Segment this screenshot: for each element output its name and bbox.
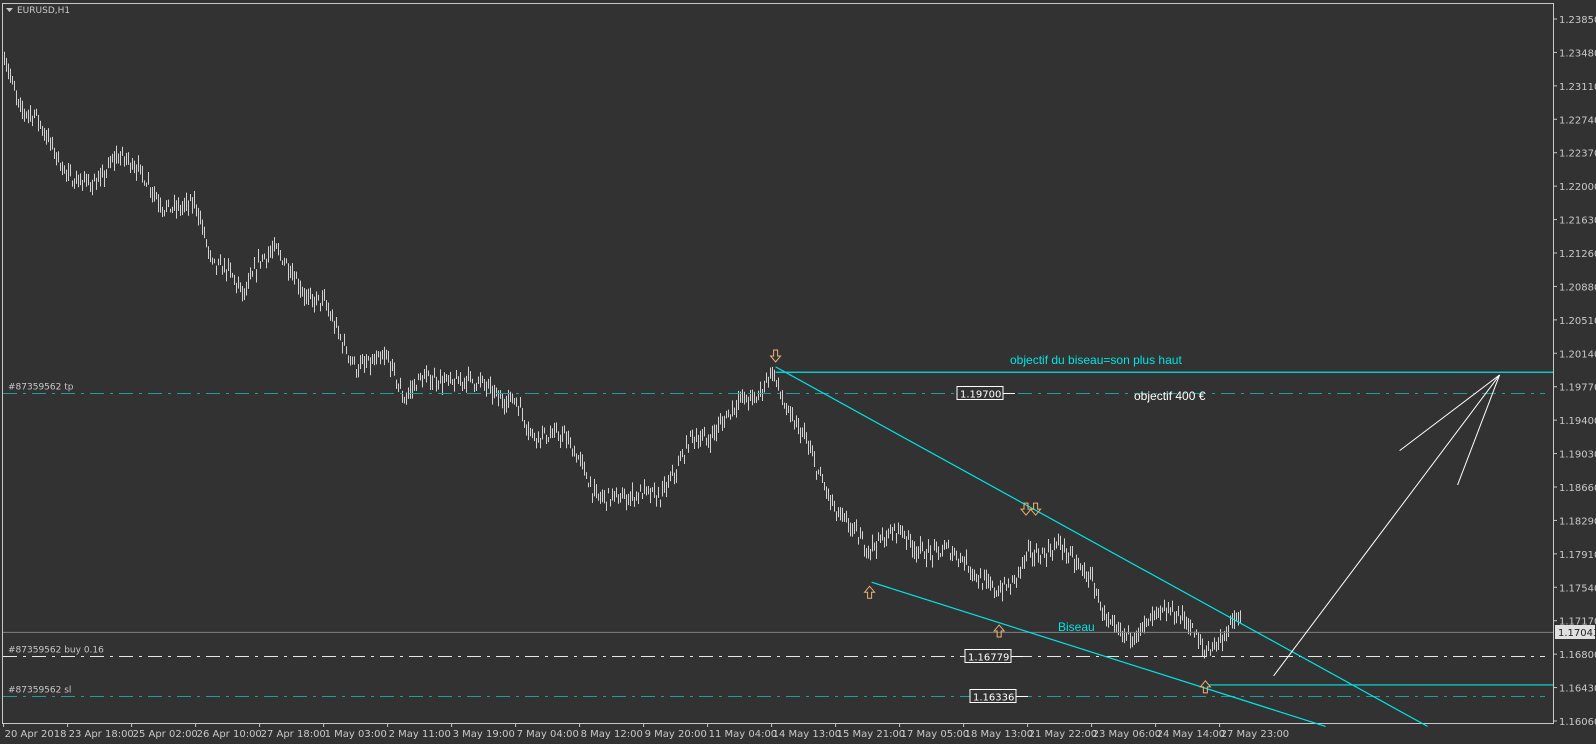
time-tick-label: 8 May 12:00	[581, 729, 643, 740]
arrow-down-icon[interactable]	[1029, 502, 1042, 516]
order-tp-price-text: 1.19700	[960, 390, 1001, 401]
time-tick-label: 15 May 21:00	[837, 729, 906, 740]
price-tick-label: 1.21630	[1559, 216, 1596, 227]
price-tick-label: 1.16430	[1559, 684, 1596, 695]
time-tick-label: 23 Apr 18:00	[69, 729, 134, 740]
wedge-lower-line[interactable]	[871, 581, 1326, 727]
chart-symbol-title: EURUSD,H1	[17, 6, 70, 16]
price-bars	[4, 51, 1241, 659]
price-tick-label: 1.19770	[1559, 383, 1596, 394]
time-tick-label: 25 Apr 02:00	[133, 729, 198, 740]
price-tick-label: 1.23110	[1559, 82, 1596, 93]
arrow-down-icon[interactable]	[769, 349, 782, 363]
time-tick-label: 2 May 11:00	[389, 729, 451, 740]
price-tick-label: 1.19400	[1559, 416, 1596, 427]
price-tick-label: 1.20140	[1559, 349, 1596, 360]
drawing-objects	[769, 349, 1553, 727]
arrow-down-icon[interactable]	[1019, 502, 1033, 516]
time-tick-label: 20 Apr 2018	[5, 729, 67, 740]
price-tick-label: 1.17170	[1559, 617, 1596, 628]
time-tick-label: 26 Apr 10:00	[197, 729, 262, 740]
price-tick-label: 1.16800	[1559, 650, 1596, 661]
time-tick-label: 17 May 05:00	[901, 729, 970, 740]
price-tick-label: 1.22000	[1559, 182, 1596, 193]
target-arrow-shaft[interactable]	[1273, 374, 1500, 677]
time-tick-label: 1 May 03:00	[325, 729, 387, 740]
price-tick-label: 1.22740	[1559, 115, 1596, 126]
time-tick-label: 3 May 19:00	[453, 729, 515, 740]
wedge-label-text[interactable]: Biseau	[1058, 620, 1095, 634]
target-arrow-head-left[interactable]	[1399, 374, 1500, 452]
current-price-label: 1.17043	[1558, 628, 1596, 639]
arrow-up-icon[interactable]	[1199, 680, 1212, 694]
price-tick-label: 1.17910	[1559, 550, 1596, 561]
triangle-down-icon[interactable]	[6, 8, 13, 12]
time-tick-label: 23 May 06:00	[1093, 729, 1162, 740]
order-tp-label: #87359562 tp	[8, 383, 74, 393]
time-tick-label: 7 May 04:00	[517, 729, 579, 740]
price-tick-label: 1.16060	[1559, 717, 1596, 728]
arrow-up-icon[interactable]	[993, 624, 1006, 638]
price-axis[interactable]: 1.23850 1.23480 1.23110 1.22740 1.22370 1.220…	[1553, 15, 1596, 728]
target-arrow-head-right[interactable]	[1457, 374, 1501, 486]
price-tick-label: 1.18290	[1559, 516, 1596, 527]
order-sl-label: #87359562 sl	[8, 686, 71, 696]
price-tick-label: 1.18660	[1559, 483, 1596, 494]
order-sl-price-text: 1.16336	[973, 693, 1014, 704]
price-tick-label: 1.17540	[1559, 583, 1596, 594]
objective-caption-text[interactable]: objectif du biseau=son plus haut	[1010, 353, 1182, 367]
time-tick-label: 11 May 04:00	[709, 729, 778, 740]
price-tick-label: 1.22370	[1559, 149, 1596, 160]
current-price-badge	[1555, 625, 1595, 639]
time-tick-label: 14 May 13:00	[773, 729, 842, 740]
wedge-upper-line[interactable]	[775, 366, 1428, 727]
chart-frame	[2, 3, 1554, 724]
objective-amount-text[interactable]: objectif 400 €	[1134, 389, 1206, 403]
price-tick-label: 1.19030	[1559, 450, 1596, 461]
arrow-up-icon[interactable]	[863, 585, 876, 599]
time-tick-label: 9 May 20:00	[645, 729, 707, 740]
time-tick-label: 24 May 14:00	[1157, 729, 1226, 740]
price-tick-label: 1.23850	[1559, 15, 1596, 26]
order-buy-label: #87359562 buy 0.16	[8, 646, 104, 656]
order-buy-price-text: 1.16779	[968, 653, 1009, 664]
time-tick-label: 21 May 22:00	[1029, 729, 1098, 740]
price-tick-label: 1.20510	[1559, 316, 1596, 327]
order-levels: #87359562 tp 1.19700 #87359562 buy 0.16 1.1…	[3, 383, 1553, 704]
price-tick-label: 1.21260	[1559, 249, 1596, 260]
time-tick-label: 27 May 23:00	[1221, 729, 1290, 740]
time-tick-label: 18 May 13:00	[965, 729, 1034, 740]
price-tick-label: 1.23480	[1559, 48, 1596, 59]
time-tick-label: 27 Apr 18:00	[261, 729, 326, 740]
price-tick-label: 1.20880	[1559, 282, 1596, 293]
